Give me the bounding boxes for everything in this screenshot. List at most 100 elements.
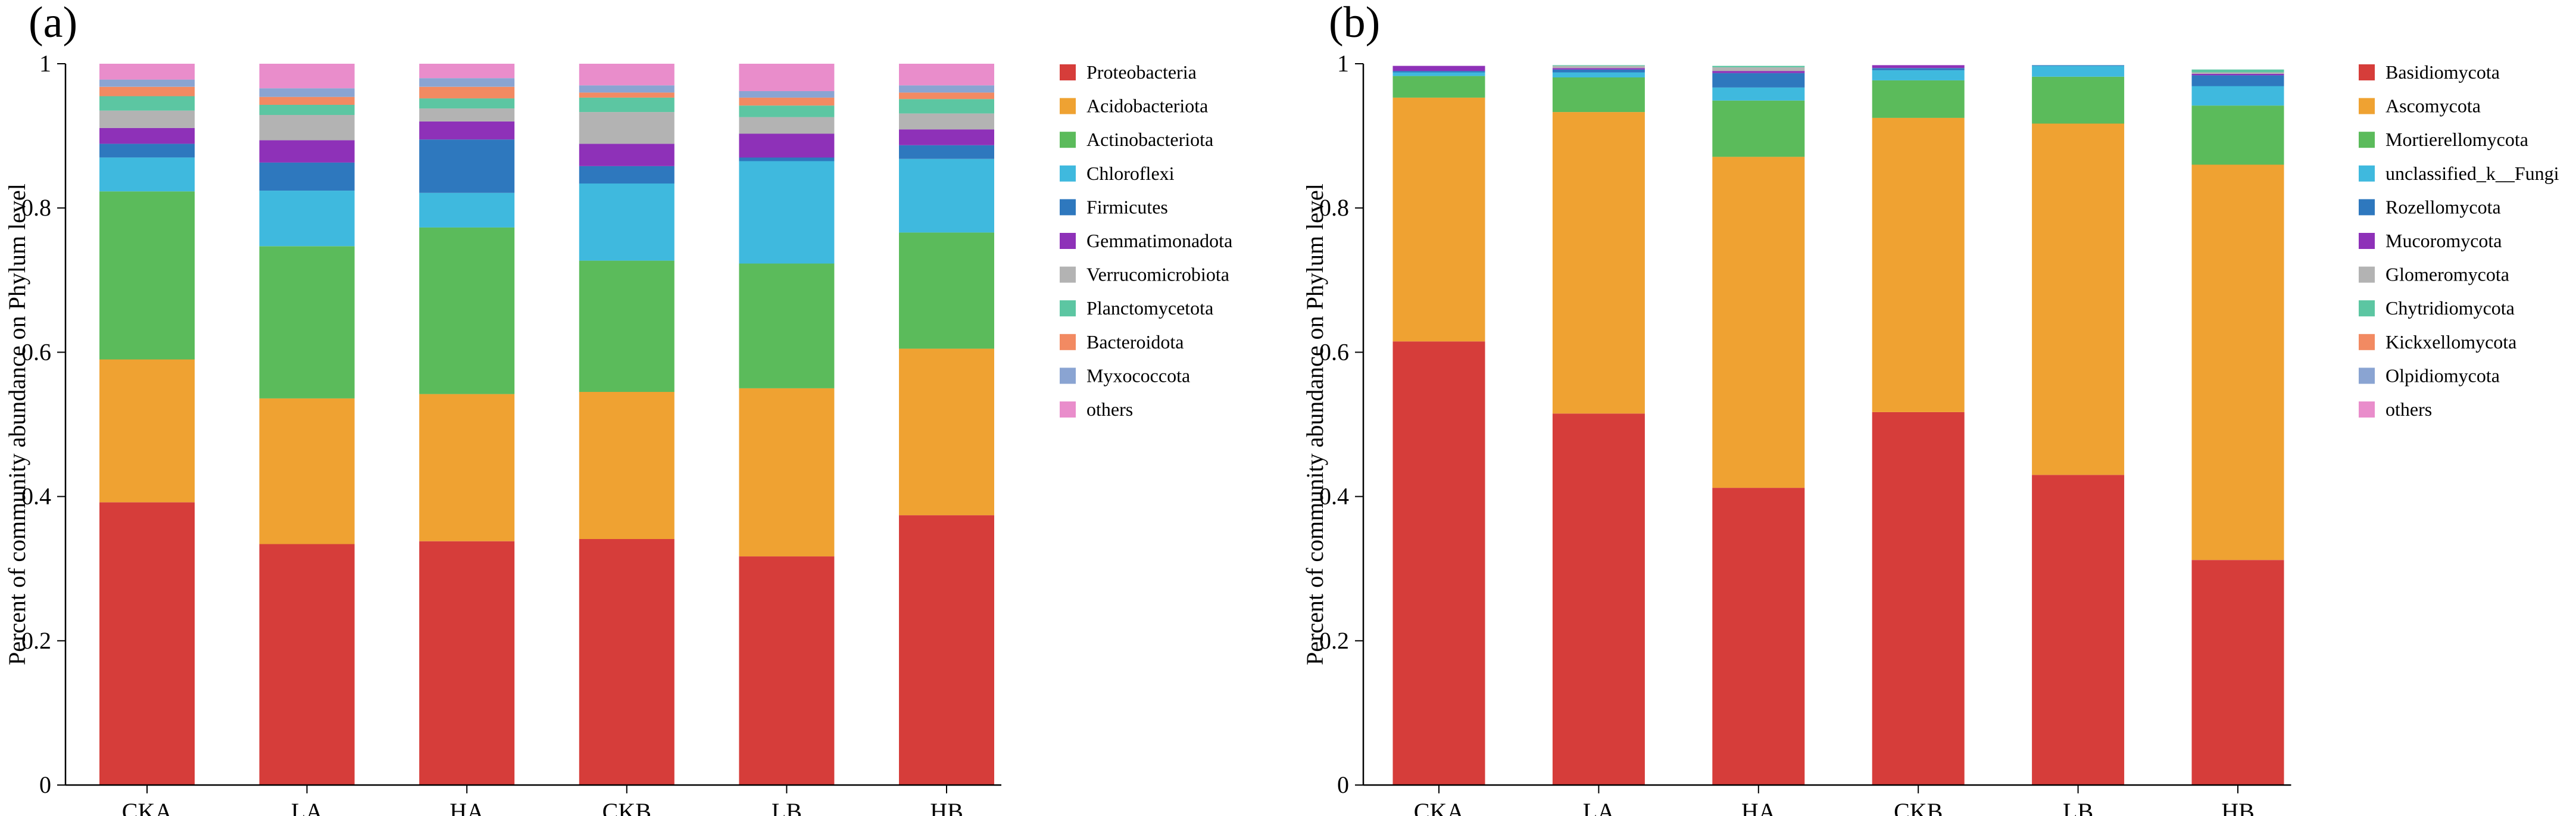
chart0-bar-lb-acidobacteriota [739, 388, 835, 557]
chart0-bar-cka-chloroflexi [99, 157, 195, 192]
chart1-bar-ha-mucoromycota [1712, 71, 1805, 73]
chart0-x-tick-label-hb: HB [930, 798, 963, 816]
chart1-bar-ckb-rozellomycota [1872, 68, 1965, 70]
chart0-bar-ckb-actinobacteriota [579, 260, 675, 392]
chart0-legend-swatch-4 [1060, 199, 1076, 216]
chart1-legend-swatch-1 [2359, 98, 2375, 114]
chart0-bar-cka-firmicutes [99, 144, 195, 158]
chart0-legend-label-8: Bacteroidota [1086, 331, 1184, 353]
chart0-bar-hb-gemmatimonadota [899, 129, 994, 145]
chart1-legend-label-5: Mucoromycota [2385, 230, 2502, 251]
chart0-x-tick-label-ha: HA [449, 798, 484, 816]
chart0-bar-cka-acidobacteriota [99, 359, 195, 503]
chart0-y-tick-label-4: 0.8 [21, 194, 51, 221]
chart0-legend-label-0: Proteobacteria [1086, 61, 1197, 83]
chart0-bar-ckb-gemmatimonadota [579, 144, 675, 166]
chart1-y-tick-label-3: 0.6 [1319, 338, 1349, 365]
chart0-bar-ha-proteobacteria [419, 541, 515, 785]
chart0-bar-hb-acidobacteriota [899, 348, 994, 515]
chart0-bar-la-actinobacteriota [259, 246, 355, 398]
chart0-bar-lb-firmicutes [739, 157, 835, 161]
panel-a-chart: (a) CKA LA HA CKB LB HB 0 0.2 0.4 0.6 0.8 1 Percent … [4, 0, 1232, 816]
chart1-x-tick-label-hb: HB [2221, 798, 2255, 816]
panel-b-label: (b) [1329, 0, 1380, 47]
chart1-bar-lb-basidiomycota [2032, 475, 2125, 785]
chart0-bar-lb-chloroflexi [739, 161, 835, 264]
chart0-bar-lb-others [739, 64, 835, 91]
chart0-legend-swatch-10 [1060, 401, 1076, 418]
chart0-legend-swatch-0 [1060, 64, 1076, 80]
chart1-legend-swatch-7 [2359, 300, 2375, 317]
chart1-bar-hb-basidiomycota [2191, 560, 2284, 785]
chart0-bar-hb-myxococcota [899, 85, 994, 93]
chart1-legend-label-3: unclassified_k__Fungi [2385, 163, 2559, 184]
chart1-bar-ha-basidiomycota [1712, 488, 1805, 785]
chart1-bar-lb-mortierellomycota [2032, 76, 2125, 124]
chart1-bar-ckb-basidiomycota [1872, 412, 1965, 785]
chart1-legend-label-0: Basidiomycota [2385, 61, 2500, 83]
chart0-legend-label-2: Actinobacteriota [1086, 129, 1213, 150]
chart1-bar-ckb-mortierellomycota [1872, 80, 1965, 118]
chart0-bar-la-chloroflexi [259, 191, 355, 247]
chart1-legend-label-10: others [2385, 398, 2432, 420]
chart1-legend-swatch-3 [2359, 165, 2375, 182]
chart1-bar-ckb-unclassified-k-fungi [1872, 70, 1965, 80]
chart0-bar-hb-proteobacteria [899, 515, 994, 785]
chart0-bar-ckb-proteobacteria [579, 539, 675, 785]
chart1-legend-swatch-6 [2359, 266, 2375, 283]
chart1-bar-ha-unclassified-k-fungi [1712, 88, 1805, 101]
chart0-bar-ckb-firmicutes [579, 166, 675, 184]
chart0-bar-cka-myxococcota [99, 79, 195, 87]
chart1-y-tick-label-0: 0 [1337, 771, 1349, 798]
chart1-bar-la-mucoromycota [1552, 68, 1645, 70]
chart0-bar-cka-actinobacteriota [99, 191, 195, 360]
chart0-bar-ckb-verrucomicrobiota [579, 112, 675, 144]
chart0-x-tick-label-lb: LB [772, 798, 802, 816]
chart1-bar-ha-chytridiomycota [1712, 66, 1805, 67]
chart1-x-tick-label-ckb: CKB [1894, 798, 1943, 816]
chart0-legend-swatch-2 [1060, 132, 1076, 148]
chart0-bar-ha-chloroflexi [419, 192, 515, 228]
chart1-legend-swatch-4 [2359, 199, 2375, 216]
chart0-legend-label-4: Firmicutes [1086, 196, 1168, 217]
chart1-y-axis-title: Percent of community abundance on Phylum… [1301, 183, 1328, 665]
chart1-bar-ckb-ascomycota [1872, 117, 1965, 412]
chart1-bar-ha-ascomycota [1712, 157, 1805, 488]
chart0-bar-ckb-bacteroidota [579, 92, 675, 98]
chart0-bar-cka-planctomycetota [99, 96, 195, 111]
chart0-bar-cka-bacteroidota [99, 86, 195, 96]
chart0-bar-la-acidobacteriota [259, 398, 355, 544]
chart1-legend-swatch-5 [2359, 233, 2375, 249]
chart1-y-tick-label-5: 1 [1337, 50, 1349, 77]
chart1-bar-lb-rozellomycota [2032, 65, 2125, 66]
chart0-legend-label-7: Planctomycetota [1086, 297, 1213, 319]
chart0-bar-ha-bacteroidota [419, 86, 515, 99]
chart0-x-tick-label-la: LA [291, 798, 323, 816]
chart0-legend-label-5: Gemmatimonadota [1086, 230, 1232, 251]
chart0-bar-ckb-myxococcota [579, 85, 675, 93]
chart1-bar-la-glomeromycota [1552, 66, 1645, 68]
chart1-legend-label-9: Olpidiomycota [2385, 365, 2500, 386]
chart0-bar-ha-planctomycetota [419, 98, 515, 109]
chart0-y-tick-label-1: 0.2 [21, 627, 51, 654]
chart0-legend-label-6: Verrucomicrobiota [1086, 264, 1229, 285]
chart0-legend-swatch-9 [1060, 367, 1076, 384]
chart0-x-tick-label-cka: CKA [122, 798, 173, 816]
chart1-bar-la-chytridiomycota [1552, 65, 1645, 66]
chart1-bar-la-unclassified-k-fungi [1552, 72, 1645, 77]
chart0-bar-ha-verrucomicrobiota [419, 108, 515, 122]
chart1-bar-hb-ascomycota [2191, 164, 2284, 560]
chart0-bar-la-proteobacteria [259, 544, 355, 785]
chart0-bar-ckb-planctomycetota [579, 97, 675, 113]
chart0-legend-swatch-8 [1060, 334, 1076, 350]
chart0-bar-ckb-chloroflexi [579, 183, 675, 261]
chart1-bar-hb-unclassified-k-fungi [2191, 86, 2284, 106]
chart1-bar-hb-glomeromycota [2191, 72, 2284, 74]
chart1-legend-label-4: Rozellomycota [2385, 196, 2501, 217]
chart0-bar-cka-others [99, 64, 195, 80]
chart0-bar-hb-others [899, 64, 994, 86]
chart0-bar-lb-verrucomicrobiota [739, 117, 835, 134]
chart1-legend-swatch-10 [2359, 401, 2375, 418]
chart1-bar-cka-rozellomycota [1392, 71, 1485, 73]
